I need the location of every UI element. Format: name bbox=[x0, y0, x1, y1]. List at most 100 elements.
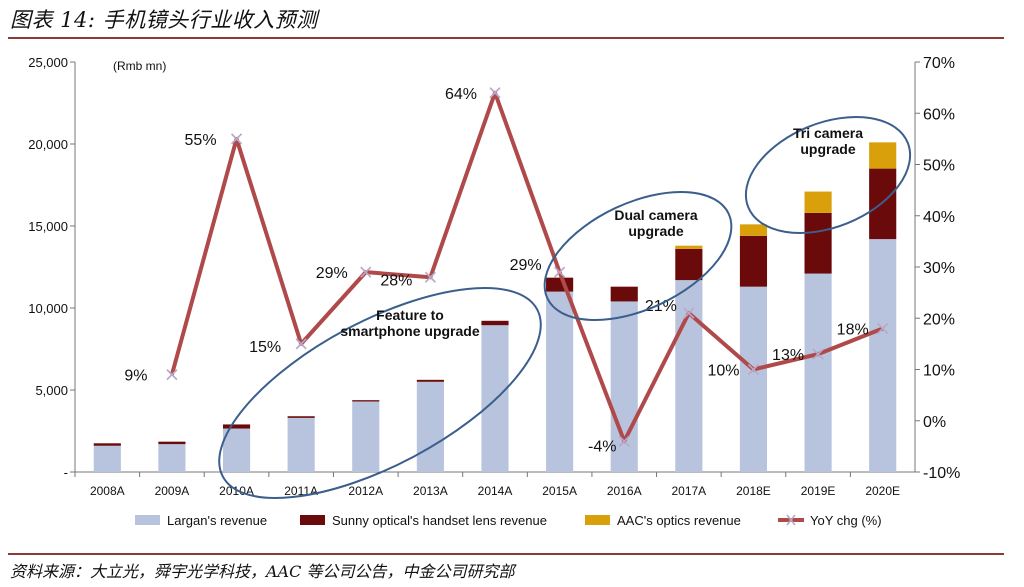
bar-sunny bbox=[93, 443, 121, 446]
yoy-point bbox=[489, 87, 501, 99]
right-tick-label: 30% bbox=[923, 260, 955, 277]
bar-aac bbox=[804, 191, 832, 213]
yoy-point bbox=[295, 338, 307, 350]
left-tick-label: 15,000 bbox=[28, 219, 68, 234]
annotation-text: upgrade bbox=[628, 223, 683, 239]
bar-largan bbox=[352, 401, 380, 472]
bar-largan bbox=[675, 280, 703, 472]
yoy-data-label: -4% bbox=[588, 438, 616, 455]
bar-sunny bbox=[481, 320, 509, 326]
yoy-point bbox=[683, 307, 695, 319]
title-rule bbox=[8, 37, 1004, 39]
legend-label: Sunny optical's handset lens revenue bbox=[332, 513, 547, 528]
legend-swatch bbox=[585, 515, 610, 525]
right-tick-label: 20% bbox=[923, 311, 955, 328]
bar-sunny bbox=[416, 379, 444, 382]
yoy-point bbox=[166, 369, 178, 381]
bar-largan bbox=[416, 381, 444, 472]
annotation-text: Dual camera bbox=[614, 207, 697, 223]
revenue-chart: - 5,000 10,000 15,000 20,000 25,000 -10% 0% 10% 2… bbox=[28, 55, 960, 528]
yoy-point bbox=[230, 133, 243, 145]
left-tick-label: 25,000 bbox=[28, 55, 68, 70]
legend-label: AAC's optics revenue bbox=[617, 513, 741, 528]
x-tick-label: 2012A bbox=[348, 484, 383, 498]
right-tick-label: 10% bbox=[923, 363, 955, 380]
x-tick-label: 2015A bbox=[542, 484, 577, 498]
right-tick-label: 0% bbox=[923, 414, 946, 431]
yoy-point bbox=[747, 363, 760, 376]
legend-swatch bbox=[300, 515, 325, 525]
bar-largan bbox=[222, 428, 251, 472]
bar-sunny bbox=[158, 441, 186, 445]
bar-largan bbox=[481, 325, 509, 472]
yoy-point bbox=[877, 322, 889, 335]
unit-label: (Rmb mn) bbox=[113, 59, 166, 73]
annotation-ellipse bbox=[218, 287, 542, 499]
x-tick-label: 2017A bbox=[671, 484, 706, 498]
legend-label: YoY chg (%) bbox=[810, 513, 882, 528]
annotation-text: Feature to bbox=[376, 307, 444, 323]
bar-sunny bbox=[546, 277, 574, 292]
yoy-data-label: 21% bbox=[645, 298, 677, 315]
yoy-point bbox=[554, 266, 566, 278]
bar-largan bbox=[610, 301, 638, 472]
bar-largan bbox=[287, 417, 315, 472]
annotation-ellipse bbox=[543, 191, 733, 321]
left-tick-label: - bbox=[64, 465, 68, 480]
right-tick-label: 60% bbox=[923, 106, 955, 123]
bar-sunny bbox=[352, 400, 380, 402]
x-tick-label: 2014A bbox=[478, 484, 513, 498]
yoy-point bbox=[812, 348, 824, 360]
figure-title: 图表 14: 手机镜头行业收入预测 bbox=[10, 8, 318, 32]
yoy-data-label: 9% bbox=[124, 368, 147, 385]
bar-largan bbox=[158, 444, 186, 472]
legend-swatch bbox=[135, 515, 160, 525]
bar-sunny bbox=[222, 424, 251, 429]
bar-largan bbox=[93, 445, 121, 472]
left-tick-label: 20,000 bbox=[28, 137, 68, 152]
x-tick-label: 2018E bbox=[736, 484, 771, 498]
yoy-data-label: 64% bbox=[445, 86, 477, 103]
x-tick-label: 2009A bbox=[155, 484, 190, 498]
bar-largan bbox=[739, 286, 768, 472]
yoy-data-label: 28% bbox=[380, 272, 412, 289]
bar-aac bbox=[675, 245, 703, 249]
bar-aac bbox=[739, 224, 768, 236]
bar-largan bbox=[546, 291, 574, 472]
bar-aac bbox=[869, 142, 897, 169]
bar-sunny bbox=[610, 286, 638, 302]
x-tick-label: 2020E bbox=[865, 484, 900, 498]
x-tick-label: 2008A bbox=[90, 484, 125, 498]
right-tick-label: 70% bbox=[923, 55, 955, 72]
annotation-text: upgrade bbox=[800, 141, 855, 157]
yoy-point bbox=[360, 266, 372, 278]
bar-largan bbox=[804, 273, 832, 472]
yoy-data-label: 18% bbox=[837, 322, 869, 339]
bar-sunny bbox=[739, 235, 768, 287]
annotation-ellipse bbox=[744, 116, 912, 234]
left-tick-label: 10,000 bbox=[28, 301, 68, 316]
x-tick-label: 2019E bbox=[801, 484, 836, 498]
right-tick-label: -10% bbox=[923, 465, 960, 482]
bar-sunny bbox=[675, 248, 703, 281]
right-tick-label: 40% bbox=[923, 209, 955, 226]
yoy-point bbox=[424, 271, 436, 283]
yoy-point bbox=[618, 435, 630, 447]
annotation-text: smartphone upgrade bbox=[340, 323, 479, 339]
bar-largan bbox=[869, 239, 897, 472]
yoy-data-label: 13% bbox=[772, 347, 804, 364]
left-tick-label: 5,000 bbox=[35, 383, 68, 398]
annotation-text: Tri camera bbox=[793, 125, 863, 141]
x-tick-label: 2013A bbox=[413, 484, 448, 498]
bar-sunny bbox=[287, 416, 315, 418]
x-tick-label: 2016A bbox=[607, 484, 642, 498]
figure-source: 资料来源：大立光，舜宇光学科技，AAC 等公司公告，中金公司研究部 bbox=[10, 562, 515, 581]
bar-sunny bbox=[804, 212, 832, 274]
yoy-data-label: 29% bbox=[510, 257, 542, 274]
yoy-line bbox=[169, 90, 884, 444]
legend-label: Largan's revenue bbox=[167, 513, 267, 528]
yoy-data-label: 10% bbox=[707, 363, 739, 380]
right-tick-label: 50% bbox=[923, 158, 955, 175]
source-rule bbox=[8, 553, 1004, 555]
yoy-data-label: 29% bbox=[316, 265, 348, 282]
